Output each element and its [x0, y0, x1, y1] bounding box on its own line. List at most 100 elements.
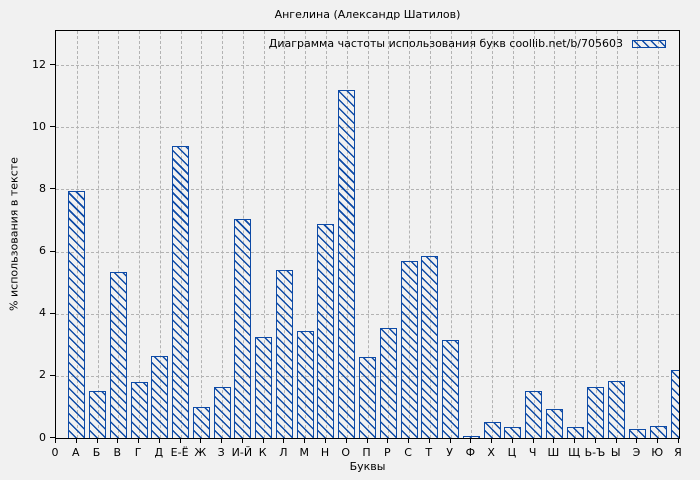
bar-Ю	[649, 425, 667, 438]
ytick-mark	[50, 64, 55, 66]
bar-Г	[130, 382, 148, 438]
xtick-mark	[574, 439, 576, 443]
xtick-label-А: А	[72, 446, 80, 459]
xtick-mark	[158, 439, 160, 443]
ytick-mark	[50, 374, 55, 376]
xtick-label-Б: Б	[92, 446, 101, 459]
gridline-x-М	[305, 31, 307, 438]
xtick-label-Г: Г	[134, 446, 142, 459]
xtick-label-О: О	[341, 446, 351, 459]
chart-title: Ангелина (Александр Шатилов)	[274, 8, 461, 21]
bar-З	[213, 386, 231, 438]
bar-Ь-Ъ	[587, 386, 605, 438]
xtick-label-0: 0	[51, 446, 59, 459]
xtick-label-И-Й: И-Й	[231, 446, 253, 459]
gridline-x-Р	[388, 31, 390, 438]
ytick-label-10: 10	[32, 119, 46, 133]
bar-С	[400, 260, 418, 438]
xtick-label-С: С	[404, 446, 412, 459]
xtick-label-Ш: Ш	[547, 446, 560, 459]
ytick-label-6: 6	[39, 244, 46, 258]
xtick-mark	[449, 439, 451, 443]
bar-Н	[317, 223, 335, 438]
xtick-label-Н: Н	[320, 446, 330, 459]
gridline-x-Б	[97, 31, 99, 438]
xtick-mark	[179, 439, 181, 443]
xtick-label-Ы: Ы	[610, 446, 621, 459]
xtick-mark	[138, 439, 140, 443]
legend-swatch-hatched-bar-icon	[632, 39, 666, 48]
ytick-label-2: 2	[39, 368, 46, 382]
xtick-mark	[96, 439, 98, 443]
xtick-mark	[532, 439, 534, 443]
xtick-mark	[241, 439, 243, 443]
legend: Диаграмма частоты использования букв coo…	[269, 37, 666, 50]
bar-О	[338, 90, 356, 438]
gridline-x-Ф	[471, 31, 473, 438]
gridline-x-Д	[159, 31, 161, 438]
xtick-label-З: З	[217, 446, 225, 459]
gridline-x-Ч	[533, 31, 535, 438]
bar-Р	[379, 327, 397, 438]
bar-М	[296, 330, 314, 438]
gridline-x-Ц	[512, 31, 514, 438]
bar-Ц	[504, 427, 522, 438]
ytick-mark	[50, 437, 55, 438]
bar-Д	[151, 355, 169, 438]
xtick-label-Ж: Ж	[194, 446, 207, 459]
ytick-mark	[50, 188, 55, 190]
gridline-x-Г	[139, 31, 141, 438]
y-axis-label: % использования в тексте	[7, 157, 21, 311]
xtick-label-Д: Д	[154, 446, 164, 459]
xtick-mark	[511, 439, 513, 443]
xtick-mark	[428, 439, 430, 443]
xtick-mark	[55, 439, 56, 443]
ytick-label-12: 12	[32, 57, 46, 71]
ytick-mark	[50, 312, 55, 314]
gridline-x-П	[367, 31, 369, 438]
ytick-mark	[50, 126, 55, 128]
gridline-x-З	[222, 31, 224, 438]
xtick-label-П: П	[362, 446, 371, 459]
gridline-x-Э	[637, 31, 639, 438]
gridline-x-Ь-Ъ	[595, 31, 597, 438]
bar-В	[109, 271, 127, 438]
xtick-mark	[636, 439, 638, 443]
xtick-label-М: М	[299, 446, 309, 459]
xtick-label-Ю: Ю	[651, 446, 664, 459]
gridline-x-Ю	[658, 31, 660, 438]
xtick-label-Ч: Ч	[528, 446, 537, 459]
bar-Х	[483, 422, 501, 438]
xtick-mark	[366, 439, 368, 443]
gridline-x-Ш	[554, 31, 556, 438]
bar-Э	[628, 428, 646, 438]
xtick-label-У: У	[446, 446, 453, 459]
xtick-label-Е-Ё: Е-Ё	[170, 446, 189, 459]
xtick-label-Ф: Ф	[465, 446, 476, 459]
bar-Б	[89, 391, 107, 438]
xtick-mark	[262, 439, 264, 443]
gridline-x-Т	[429, 31, 431, 438]
xtick-mark	[408, 439, 410, 443]
bar-Ш	[545, 408, 563, 438]
ytick-mark	[50, 250, 55, 252]
xtick-mark	[324, 439, 326, 443]
xtick-label-Ц: Ц	[507, 446, 517, 459]
bar-У	[442, 340, 460, 438]
xtick-mark	[387, 439, 389, 443]
bar-Щ	[566, 427, 584, 438]
xtick-label-Т: Т	[425, 446, 433, 459]
bar-Ж	[192, 406, 210, 438]
bar-Л	[275, 270, 293, 438]
legend-label: Диаграмма частоты использования букв coo…	[268, 37, 623, 50]
xtick-mark	[304, 439, 306, 443]
plot-area: Диаграмма частоты использования букв coo…	[55, 30, 680, 439]
gridline-x-Л	[284, 31, 286, 438]
ytick-label-4: 4	[39, 306, 46, 320]
gridline-x-У	[450, 31, 452, 438]
xtick-label-Л: Л	[279, 446, 288, 459]
xtick-label-Р: Р	[383, 446, 391, 459]
bar-Е-Ё	[172, 145, 190, 438]
xtick-mark	[491, 439, 493, 443]
